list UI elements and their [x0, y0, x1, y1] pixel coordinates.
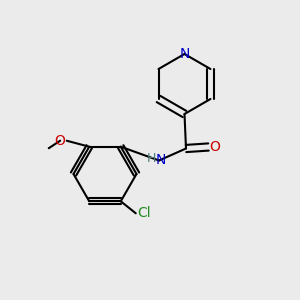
- Text: O: O: [54, 134, 65, 148]
- Text: Cl: Cl: [137, 206, 151, 220]
- Text: N: N: [179, 47, 190, 61]
- Text: O: O: [210, 140, 220, 154]
- Text: N: N: [156, 154, 166, 167]
- Text: H: H: [147, 152, 156, 166]
